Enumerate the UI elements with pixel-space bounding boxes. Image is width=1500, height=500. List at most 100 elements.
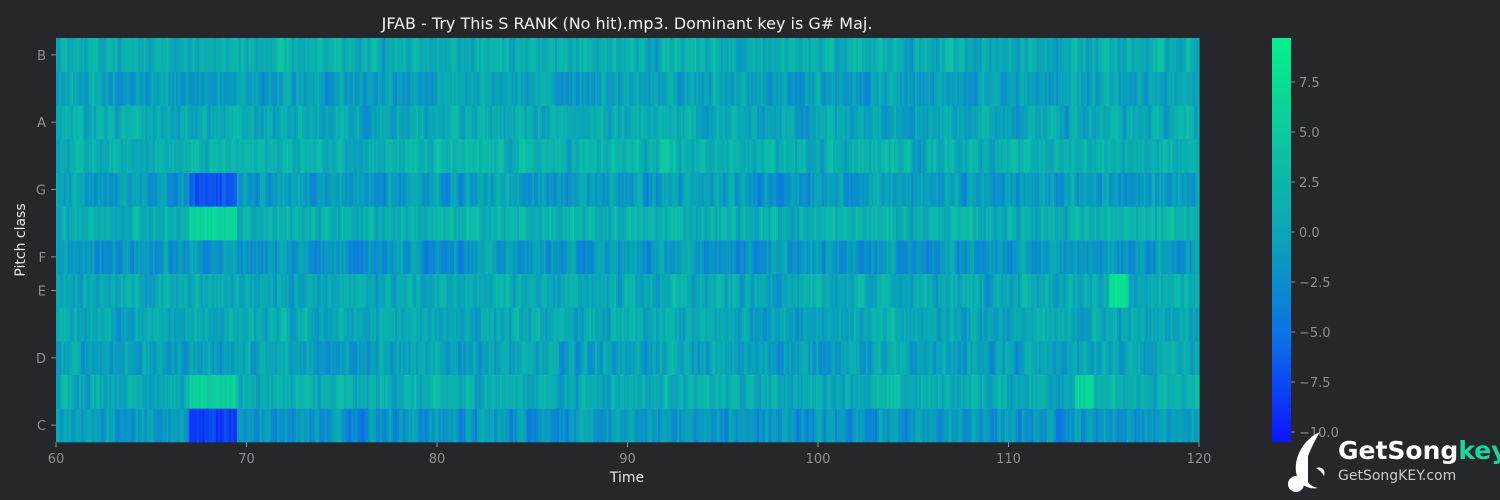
heatmap-cell <box>278 408 282 443</box>
heatmap-cell <box>461 307 465 342</box>
heatmap-cell <box>174 240 177 274</box>
heatmap-cell <box>482 408 486 443</box>
heatmap-cell <box>549 273 552 308</box>
heatmap-cell <box>1178 408 1181 443</box>
heatmap-cell <box>964 374 968 409</box>
heatmap-cell <box>795 341 798 375</box>
heatmap-cell <box>395 139 398 173</box>
heatmap-cell <box>1078 408 1082 443</box>
heatmap-cell <box>629 206 632 241</box>
heatmap-cell <box>176 273 179 308</box>
heatmap-cell <box>238 206 242 241</box>
heatmap-cell <box>158 341 162 375</box>
heatmap-cell <box>437 374 440 409</box>
heatmap-cell <box>1181 172 1185 207</box>
heatmap-cell <box>1021 408 1025 443</box>
heatmap-cell <box>926 408 930 443</box>
heatmap-cell <box>1128 341 1132 375</box>
heatmap-cell <box>537 341 541 375</box>
heatmap-cell <box>1197 408 1200 443</box>
heatmap-cell <box>223 374 227 409</box>
heatmap-cell <box>71 273 74 308</box>
heatmap-cell <box>505 240 509 274</box>
heatmap-cell <box>768 206 771 241</box>
heatmap-cell <box>713 307 716 342</box>
heatmap-cell <box>233 341 236 375</box>
heatmap-cell <box>219 240 223 274</box>
heatmap-cell <box>76 139 80 173</box>
heatmap-cell <box>288 172 291 207</box>
heatmap-cell <box>109 139 112 173</box>
heatmap-cell <box>448 408 451 443</box>
heatmap-cell <box>863 273 867 308</box>
heatmap-cell <box>920 240 924 274</box>
heatmap-cell <box>757 172 760 207</box>
heatmap-cell <box>296 408 299 443</box>
heatmap-cell <box>202 172 206 207</box>
heatmap-cell <box>168 307 171 342</box>
heatmap-cell <box>1073 273 1076 308</box>
heatmap-cell <box>1044 374 1048 409</box>
heatmap-cell <box>1115 374 1118 409</box>
heatmap-cell <box>515 240 518 274</box>
heatmap-cell <box>96 374 99 409</box>
heatmap-cell <box>147 374 150 409</box>
heatmap-cell <box>446 240 450 274</box>
heatmap-cell <box>214 273 217 308</box>
heatmap-cell <box>947 172 951 207</box>
heatmap-cell <box>71 206 74 241</box>
heatmap-cell <box>663 240 667 274</box>
heatmap-cell <box>269 172 272 207</box>
heatmap-cell <box>141 341 145 375</box>
heatmap-cell <box>1052 408 1055 443</box>
heatmap-cell <box>848 273 851 308</box>
heatmap-cell <box>726 273 730 308</box>
heatmap-cell <box>743 374 747 409</box>
heatmap-cell <box>633 374 636 409</box>
heatmap-cell <box>132 172 135 207</box>
heatmap-cell <box>530 273 533 308</box>
heatmap-cell <box>993 206 996 241</box>
heatmap-cell <box>1189 341 1192 375</box>
heatmap-cell <box>827 341 831 375</box>
heatmap-cell <box>499 240 503 274</box>
heatmap-cell <box>265 408 269 443</box>
heatmap-cell <box>688 307 691 342</box>
heatmap-cell <box>553 240 556 274</box>
heatmap-cell <box>1107 206 1111 241</box>
heatmap-cell <box>619 341 623 375</box>
heatmap-cell <box>387 273 390 308</box>
heatmap-cell <box>802 206 806 241</box>
heatmap-cell <box>318 273 322 308</box>
heatmap-cell <box>610 206 613 241</box>
heatmap-cell <box>865 172 869 207</box>
heatmap-cell <box>995 307 998 342</box>
heatmap-cell <box>625 374 629 409</box>
heatmap-cell <box>278 341 282 375</box>
heatmap-cell <box>629 307 632 342</box>
heatmap-cell <box>566 374 570 409</box>
heatmap-cell <box>473 240 476 274</box>
heatmap-cell <box>835 374 838 409</box>
heatmap-cell <box>918 307 922 342</box>
heatmap-cell <box>438 206 442 241</box>
heatmap-cell <box>1139 206 1143 241</box>
heatmap-cell <box>686 206 690 241</box>
heatmap-cell <box>840 240 844 274</box>
heatmap-cell <box>297 206 301 241</box>
heatmap-cell <box>831 408 834 443</box>
heatmap-cell <box>1088 374 1092 409</box>
heatmap-cell <box>793 206 796 241</box>
heatmap-cell <box>962 307 966 342</box>
heatmap-cell <box>1166 374 1170 409</box>
heatmap-cell <box>124 206 128 241</box>
heatmap-cell <box>1067 374 1071 409</box>
heatmap-cell <box>1046 206 1050 241</box>
heatmap-cell <box>745 206 749 241</box>
heatmap-cell <box>477 240 480 274</box>
heatmap-cell <box>903 307 907 342</box>
heatmap-cell <box>374 273 377 308</box>
heatmap-cell <box>958 240 962 274</box>
heatmap-cell <box>694 374 697 409</box>
heatmap-cell <box>147 206 150 241</box>
